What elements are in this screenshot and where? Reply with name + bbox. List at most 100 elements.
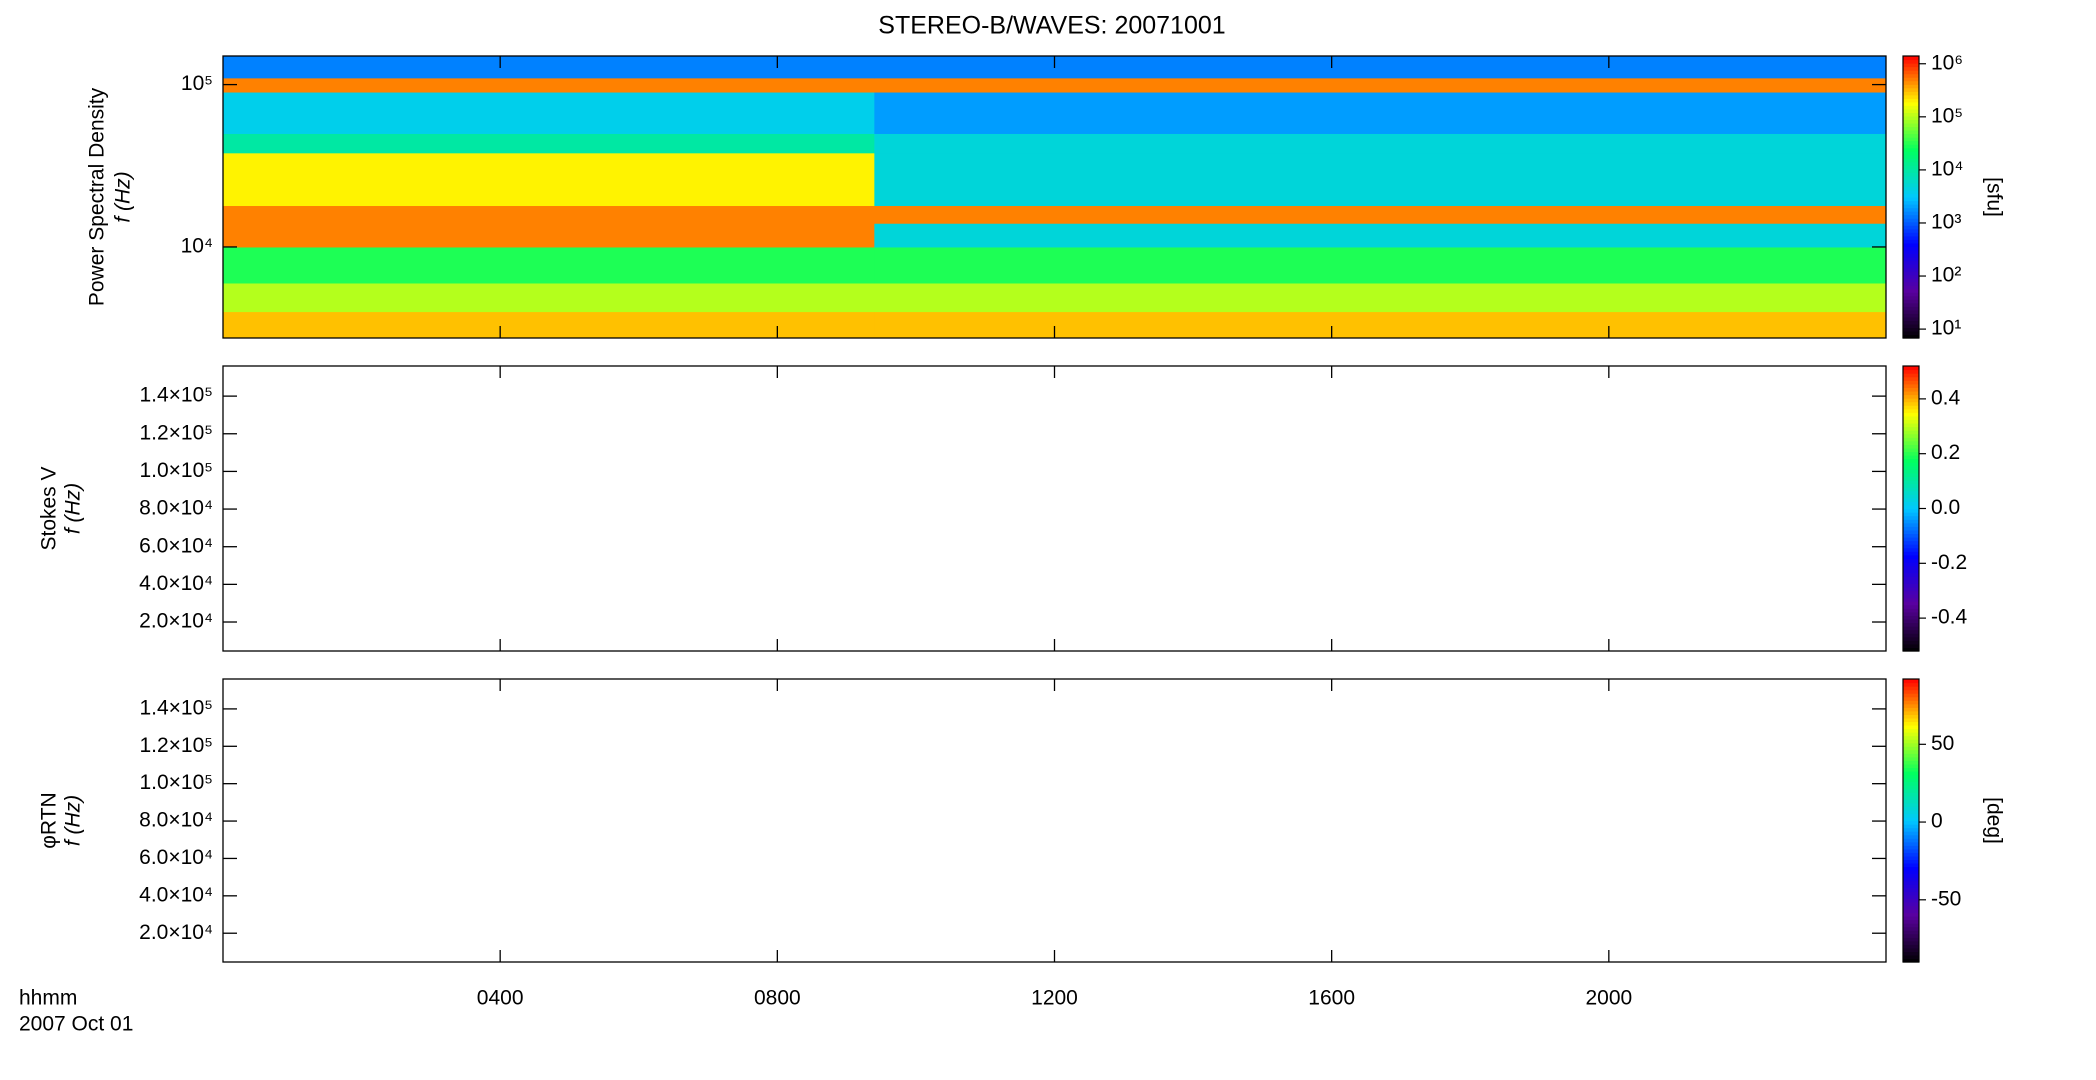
heatmap-cell — [874, 152, 1887, 207]
colorbar-slice — [1903, 547, 1919, 552]
colorbar-slice — [1903, 714, 1919, 719]
colorbar-slice — [1903, 693, 1919, 698]
colorbar-tick-label: 0.2 — [1931, 441, 1960, 464]
colorbar-slice — [1903, 299, 1919, 304]
colorbar-tick-label: 10⁵ — [1931, 104, 1963, 127]
colorbar-slice — [1903, 504, 1919, 510]
colorbar-slice — [1903, 161, 1919, 166]
colorbar-slice — [1903, 820, 1919, 825]
colorbar-slice — [1903, 908, 1919, 914]
colorbar-slice — [1903, 728, 1919, 733]
y-tick-label: 2.0×10⁴ — [139, 921, 213, 944]
y-axis-title: f (Hz) — [112, 171, 135, 222]
colorbar-slice — [1903, 306, 1919, 311]
colorbar-slice — [1903, 569, 1919, 574]
colorbar-slice — [1903, 151, 1919, 156]
colorbar-slice — [1903, 753, 1919, 758]
colorbar-slice — [1903, 682, 1919, 687]
colorbar-frame — [1902, 678, 1920, 963]
colorbar-slice — [1903, 263, 1919, 269]
colorbar-slice — [1903, 80, 1919, 85]
colorbar-slice — [1903, 947, 1919, 952]
x-tick-label: 1600 — [1308, 987, 1355, 1010]
colorbar-slice — [1903, 394, 1919, 399]
colorbar-slice — [1903, 923, 1919, 928]
colorbar-tick-label: 10⁴ — [1931, 157, 1963, 180]
colorbar-slice — [1903, 221, 1919, 226]
colorbar-slice — [1903, 742, 1919, 747]
colorbar-tick-label: -50 — [1931, 887, 1961, 910]
colorbar-slice — [1903, 383, 1919, 388]
colorbar-slice — [1903, 781, 1919, 786]
colorbar-slice — [1903, 458, 1919, 463]
colorbar-slice — [1903, 218, 1919, 223]
colorbar-slice — [1903, 87, 1919, 92]
colorbar-slice — [1903, 373, 1919, 378]
colorbar-slice — [1903, 512, 1919, 517]
colorbar-slice — [1903, 894, 1919, 899]
colorbar-slice — [1903, 390, 1919, 396]
colorbar-slice — [1903, 707, 1919, 712]
heatmap-cell — [874, 92, 1887, 134]
y-axis-title: f (Hz) — [62, 483, 85, 534]
colorbar-slice — [1903, 98, 1919, 103]
colorbar-slice — [1903, 724, 1919, 730]
colorbar-slice — [1903, 937, 1919, 942]
colorbar-slice — [1903, 852, 1919, 857]
colorbar-slice — [1903, 462, 1919, 467]
colorbar-slice — [1903, 831, 1919, 836]
colorbar-slice — [1903, 576, 1919, 581]
colorbar-slice — [1903, 834, 1919, 839]
y-tick-label: 6.0×10⁴ — [139, 534, 213, 557]
colorbar-slice — [1903, 476, 1919, 481]
colorbar-slice — [1903, 246, 1919, 251]
colorbar-slice — [1903, 412, 1919, 417]
colorbar-slice — [1903, 271, 1919, 276]
colorbar-tick-label: 10⁶ — [1931, 51, 1963, 74]
colorbar-slice — [1903, 770, 1919, 776]
colorbar-slice — [1903, 497, 1919, 502]
y-tick-label: 4.0×10⁴ — [139, 572, 213, 595]
colorbar-slice — [1903, 944, 1919, 949]
heatmap-cell — [874, 246, 1887, 284]
colorbar-slice — [1903, 824, 1919, 829]
colorbar-slice — [1903, 158, 1919, 163]
colorbar-slice — [1903, 313, 1919, 318]
colorbar-slice — [1903, 912, 1919, 917]
x-tick-label: 2000 — [1585, 987, 1632, 1010]
x-tick-label: 0400 — [477, 987, 524, 1010]
colorbar-slice — [1903, 249, 1919, 254]
colorbar-slice — [1903, 70, 1919, 75]
colorbar-slice — [1903, 763, 1919, 769]
colorbar-slice — [1903, 172, 1919, 177]
colorbar-slice — [1903, 214, 1919, 219]
heatmap-cell — [223, 223, 875, 248]
heatmap-cell — [223, 246, 875, 284]
colorbar-slice — [1903, 225, 1919, 230]
colorbar-slice — [1903, 710, 1919, 715]
colorbar-slice — [1903, 440, 1919, 445]
colorbar-slice — [1903, 561, 1919, 567]
colorbar-tick-label: 10² — [1931, 264, 1961, 287]
colorbar-slice — [1903, 112, 1919, 117]
x-axis-title: hhmm — [19, 987, 77, 1010]
colorbar-slice — [1903, 958, 1919, 963]
colorbar-slice — [1903, 380, 1919, 385]
colorbar-slice — [1903, 855, 1919, 861]
colorbar-slice — [1903, 285, 1919, 290]
colorbar-slice — [1903, 633, 1919, 638]
colorbar-slice — [1903, 330, 1919, 336]
colorbar-slice — [1903, 626, 1919, 631]
y-tick-label: 4.0×10⁴ — [139, 883, 213, 906]
colorbar-slice — [1903, 919, 1919, 924]
colorbar-slice — [1903, 165, 1919, 170]
colorbar-slice — [1903, 105, 1919, 110]
colorbar-slice — [1903, 686, 1919, 691]
colorbar-tick-label: -0.4 — [1931, 606, 1968, 629]
colorbar-title: [sfu] — [1982, 177, 2005, 217]
colorbar-slice — [1903, 508, 1919, 513]
colorbar-slice — [1903, 451, 1919, 456]
colorbar-slice — [1903, 533, 1919, 538]
colorbar-slice — [1903, 862, 1919, 868]
colorbar-slice — [1903, 256, 1919, 262]
